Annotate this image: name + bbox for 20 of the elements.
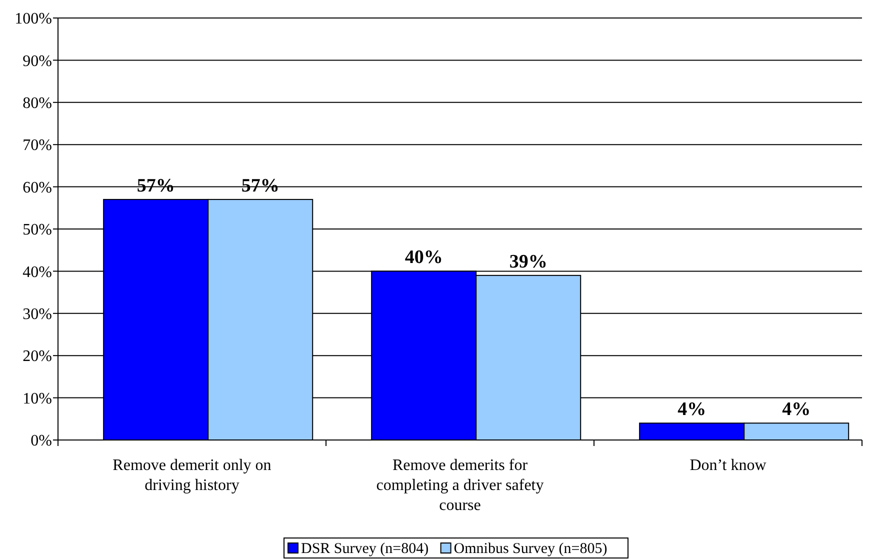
y-tick-label: 50% [22,222,52,239]
y-tick-label: 80% [22,95,52,112]
legend-label: Omnibus Survey (n=805) [454,541,608,557]
data-label: 4% [678,399,706,420]
x-tick-label: Remove demerits for completing a driver safety course [376,457,544,514]
y-tick-label: 60% [22,179,52,196]
legend-label: DSR Survey (n=804) [301,541,429,557]
y-tick-label: 0% [30,432,52,450]
y-tick-label: 10% [22,390,52,408]
y-tick-label: 90% [22,52,52,70]
y-tick-label: 20% [22,348,52,366]
y-tick-label: 30% [22,306,52,323]
y-tick-label: 100% [14,10,52,28]
y-tick-label: 70% [22,137,52,154]
data-label: 40% [404,247,443,268]
data-label: 4% [782,399,811,420]
x-tick-label: Don’t know [690,457,767,474]
y-tick-label: 40% [22,264,52,281]
x-tick-label: Remove demerit only on driving history [112,457,272,494]
data-label: 39% [509,251,548,272]
